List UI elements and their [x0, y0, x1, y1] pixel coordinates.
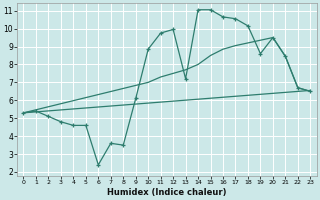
X-axis label: Humidex (Indice chaleur): Humidex (Indice chaleur)	[107, 188, 227, 197]
